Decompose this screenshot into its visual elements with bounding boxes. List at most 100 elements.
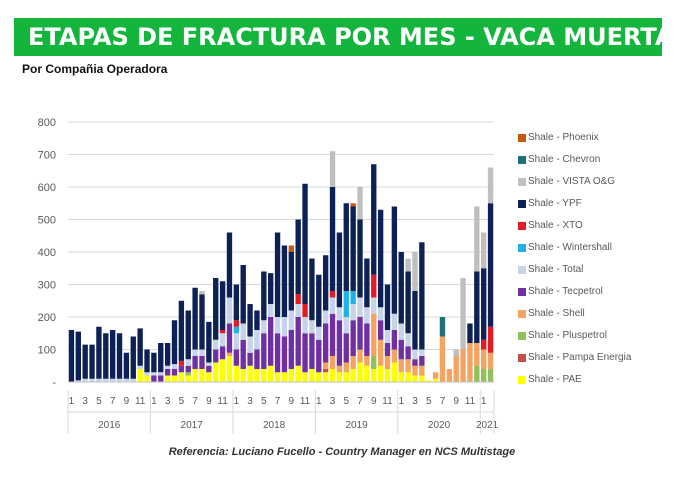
bar-segment-pae xyxy=(192,369,198,382)
bar-stack xyxy=(384,284,391,382)
bar-segment-tecpetrol xyxy=(329,313,336,356)
bar-segment-total xyxy=(268,304,274,317)
bar-stack xyxy=(116,333,123,382)
bar-segment-total xyxy=(109,378,116,382)
bar-stack xyxy=(96,326,102,382)
bar-segment-total xyxy=(199,349,205,356)
x-tick-label: 3 xyxy=(412,396,418,407)
bar-stack xyxy=(151,352,157,382)
bar-segment-pae xyxy=(329,369,336,382)
x-year-label: 2018 xyxy=(263,420,286,431)
bar-stack xyxy=(487,167,494,382)
bar-segment-tecpetrol xyxy=(274,333,281,373)
bar-segment-pae xyxy=(268,365,274,382)
bar-segment-pae xyxy=(426,380,432,383)
bar-segment-pae xyxy=(219,359,226,382)
bar-segment-xto xyxy=(233,320,240,327)
bar-stack xyxy=(123,352,130,382)
legend-swatch xyxy=(518,310,526,318)
legend-label: Shale - VISTA O&G xyxy=(528,176,616,187)
x-tick-label: 9 xyxy=(371,396,377,407)
x-tick-label: 1 xyxy=(234,396,240,407)
chart-subtitle: Por Compañia Operadora xyxy=(22,62,168,76)
bar-segment-total xyxy=(171,364,178,370)
bar-segment-shell xyxy=(405,359,411,373)
bar-segment-ypf xyxy=(151,352,157,373)
bar-segment-ypf xyxy=(268,273,274,305)
bar-segment-shell xyxy=(371,313,377,356)
y-tick-label: 200 xyxy=(38,312,56,324)
x-year-label: 2017 xyxy=(181,420,204,431)
bar-segment-total xyxy=(391,313,398,330)
bar-segment-total xyxy=(343,317,349,334)
bar-stack xyxy=(103,333,109,382)
bar-segment-tecpetrol xyxy=(302,333,308,373)
bar-segment-tecpetrol xyxy=(240,339,246,369)
bar-segment-tecpetrol xyxy=(164,369,171,376)
bar-segment-total xyxy=(350,304,356,321)
bar-segment-ypf xyxy=(316,274,322,327)
bar-segment-total xyxy=(75,380,81,383)
bar-segment-tecpetrol xyxy=(281,336,288,373)
bar-segment-shell xyxy=(377,339,384,366)
bar-segment-pae xyxy=(322,372,329,382)
bar-segment-shell xyxy=(467,343,473,382)
bar-segment-vista xyxy=(460,278,466,350)
bar-segment-total xyxy=(116,378,123,382)
bar-segment-pae xyxy=(412,375,418,382)
bar-segment-pae xyxy=(137,369,143,382)
bar-stack xyxy=(158,343,164,382)
bar-segment-xto xyxy=(178,360,185,366)
bar-segment-vista xyxy=(453,349,459,356)
bar-stack xyxy=(109,330,116,382)
bar-segment-ypf xyxy=(295,219,301,295)
bar-stack xyxy=(481,232,487,382)
bar-stack xyxy=(446,369,453,382)
bar-segment-ypf xyxy=(336,232,343,308)
legend-label: Shale - XTO xyxy=(528,220,583,231)
bar-segment-total xyxy=(412,349,418,360)
bar-segment-ypf xyxy=(329,187,336,291)
bar-stack xyxy=(226,232,233,382)
legend-label: Shale - Pluspetrol xyxy=(528,330,607,341)
bar-segment-pae xyxy=(316,372,322,382)
bar-stack xyxy=(453,349,459,382)
bar-stack xyxy=(377,209,384,382)
bar-segment-shell xyxy=(384,356,391,369)
bar-segment-ypf xyxy=(219,281,226,330)
bar-segment-tecpetrol xyxy=(288,330,294,369)
bar-segment-total xyxy=(164,365,171,369)
bar-segment-shell xyxy=(336,365,343,373)
bar-stack xyxy=(82,344,88,382)
bar-stack xyxy=(274,232,281,382)
bar-segment-pae xyxy=(350,369,356,382)
bar-segment-ypf xyxy=(288,252,294,311)
bar-stack xyxy=(336,232,343,382)
bar-stack xyxy=(412,252,418,382)
legend-label: Shale - Phoenix xyxy=(528,132,599,143)
legend-label: Shale - PAE xyxy=(528,374,582,385)
bar-segment-pae xyxy=(281,372,288,382)
bar-segment-shell xyxy=(412,365,418,376)
bar-segment-shell xyxy=(357,349,363,363)
bar-segment-tecpetrol xyxy=(192,356,198,369)
bar-segment-tecpetrol xyxy=(412,359,418,366)
bar-segment-tecpetrol xyxy=(419,356,425,366)
x-tick-label: 3 xyxy=(247,396,253,407)
x-tick-label: 7 xyxy=(110,396,116,407)
bar-segment-total xyxy=(364,307,370,324)
bar-segment-pae xyxy=(377,365,384,382)
bar-segment-pae xyxy=(384,369,391,382)
y-tick-label: 500 xyxy=(38,215,56,227)
bar-segment-pae xyxy=(171,375,178,382)
bar-segment-total xyxy=(226,297,233,324)
bar-stack xyxy=(302,183,308,382)
bar-stack xyxy=(405,258,411,382)
bar-stack xyxy=(164,343,171,382)
bar-stack xyxy=(467,323,473,382)
x-tick-label: 1 xyxy=(481,396,487,407)
y-tick-label: 800 xyxy=(38,117,56,129)
bar-segment-xto xyxy=(295,294,301,304)
title-banner: ETAPAS DE FRACTURA POR MES - VACA MUERTA xyxy=(14,18,673,56)
bar-stack xyxy=(426,380,432,383)
